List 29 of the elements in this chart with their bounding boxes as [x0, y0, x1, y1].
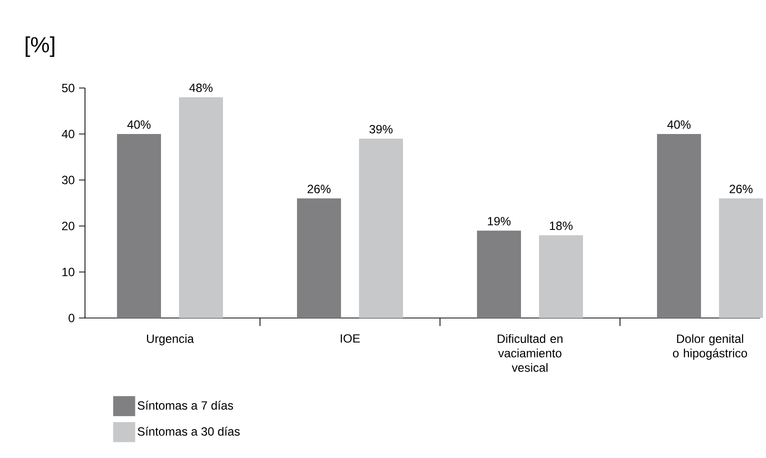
bar: [179, 97, 223, 318]
bar: [477, 230, 522, 318]
x-tick-label: Dificultad en vaciamiento vesical: [498, 334, 562, 372]
data-label: 19%: [488, 216, 511, 226]
legend-label: Síntomas a 7 días: [138, 400, 234, 410]
data-label: 26%: [308, 184, 331, 194]
legend-label: Síntomas a 30 días: [138, 426, 240, 436]
data-label: 18%: [550, 222, 573, 230]
bar: [297, 198, 342, 318]
x-tick-label: Urgencia: [147, 334, 194, 346]
y-tick-label: 40: [62, 130, 74, 138]
x-tick-label: Dolor genital o hipogástrico: [672, 334, 748, 360]
data-label: 48%: [189, 84, 213, 92]
bar: [719, 198, 764, 318]
bar: [657, 134, 702, 318]
bar: [117, 134, 161, 318]
y-axis-title: [%]: [26, 36, 54, 57]
y-tick-label: 30: [62, 176, 74, 184]
data-label: 40%: [667, 120, 691, 129]
x-tick-label: IOE: [340, 334, 360, 343]
y-tick-label: 20: [62, 222, 74, 230]
bar: [359, 138, 404, 318]
data-label: 26%: [730, 184, 753, 194]
y-tick-label: 50: [62, 84, 74, 92]
data-label: 39%: [369, 124, 393, 134]
bar: [539, 235, 584, 318]
y-tick-label: 0: [68, 314, 74, 322]
y-tick-label: 10: [62, 268, 74, 276]
data-label: 40%: [127, 120, 151, 129]
